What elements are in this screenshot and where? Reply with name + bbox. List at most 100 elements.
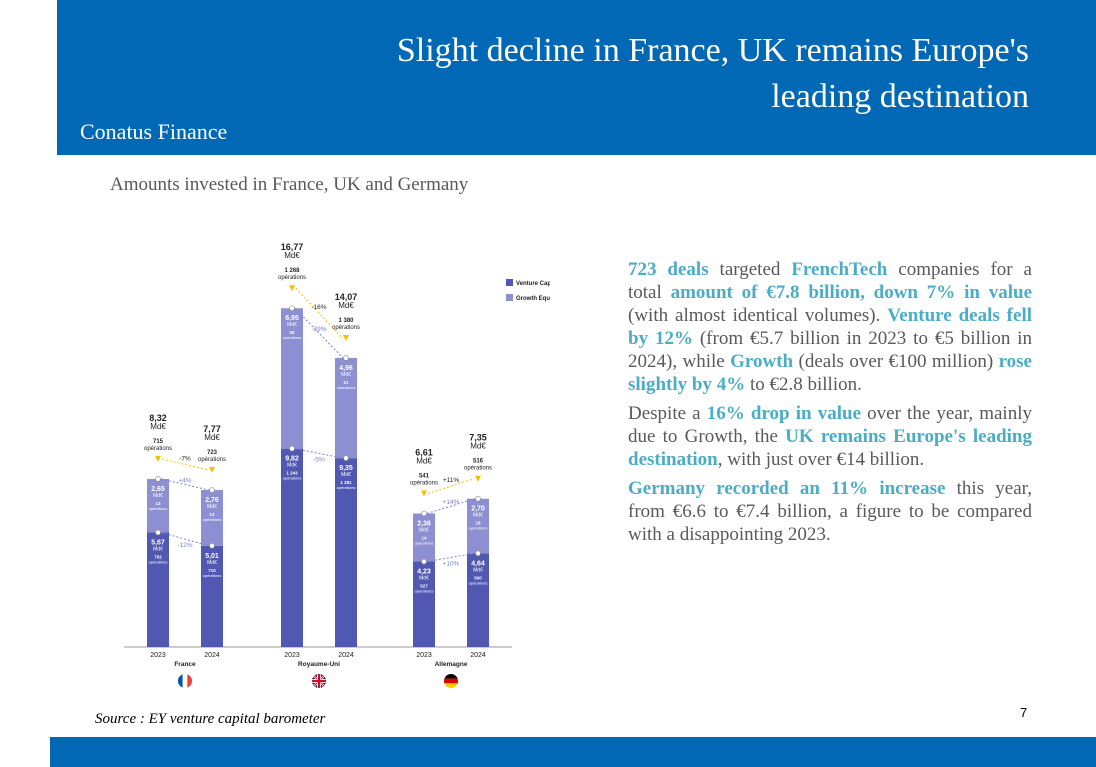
- ge-ops-unit-label: opérations: [469, 526, 488, 531]
- trend-marker: [155, 455, 161, 462]
- vc-change-line: [160, 531, 210, 547]
- growth-equity-bar: [147, 478, 169, 533]
- highlight-text: 16% drop in value: [706, 403, 862, 424]
- chart: Venture CapitalGrowth Equity5,67Md€702op…: [110, 205, 550, 700]
- ge-change-label: +14%: [443, 499, 460, 506]
- country-label: Allemagne: [435, 661, 468, 668]
- ge-ops-label: 14: [421, 535, 427, 540]
- venture-capital-bar: [281, 448, 303, 647]
- ge-unit-label: Md€: [287, 322, 297, 328]
- highlight-text: amount of €7.8 billion, down 7% in value: [670, 282, 1032, 303]
- ge-change-line: [294, 307, 344, 359]
- vc-ops-unit-label: opérations: [337, 485, 356, 490]
- vc-ops-label: 710: [208, 568, 216, 573]
- ge-value-label: 6,95: [285, 315, 299, 322]
- total-ops-unit-label: opérations: [144, 446, 172, 452]
- vc-unit-label: Md€: [153, 546, 163, 552]
- highlight-text: FrenchTech: [791, 259, 888, 280]
- ge-change-label: +4%: [178, 477, 191, 484]
- company-name: Conatus Finance: [80, 119, 228, 144]
- vc-ops-unit-label: opérations: [283, 476, 302, 481]
- vc-ops-unit-label: opérations: [149, 559, 168, 564]
- trend-marker: [343, 334, 349, 341]
- slide-title: Slight decline in France, UK remains Eur…: [396, 32, 1029, 115]
- body-text: companies for a total: [628, 259, 1032, 303]
- vc-ops-label: 527: [420, 584, 428, 589]
- total-unit-label: Md€: [150, 422, 166, 431]
- vc-unit-label: Md€: [341, 472, 351, 478]
- total-ops-label: 715: [153, 439, 164, 445]
- ge-unit-label: Md€: [207, 504, 217, 510]
- vc-ops-unit-label: opérations: [203, 573, 222, 578]
- total-unit-label: Md€: [284, 251, 300, 260]
- country-label: Royaume-Uni: [298, 661, 340, 668]
- vc-change-label: -12%: [177, 542, 192, 549]
- vc-value-label: 9,82: [285, 456, 299, 463]
- vc-change-label: +10%: [443, 560, 460, 567]
- ge-ops-unit-label: opérations: [337, 385, 356, 390]
- highlight-text: Germany recorded an 11% increase: [628, 478, 946, 499]
- body-text: , with just over €14 billion.: [717, 449, 925, 470]
- ge-value-label: 2,70: [471, 506, 485, 513]
- vc-top-dot: [421, 558, 427, 565]
- total-value-label: 16,77: [281, 242, 304, 252]
- ge-ops-unit-label: opérations: [149, 506, 168, 511]
- vc-unit-label: Md€: [473, 567, 483, 573]
- ge-change-label: -29%: [311, 326, 326, 333]
- ge-unit-label: Md€: [419, 527, 429, 533]
- year-tick-label: 2024: [470, 652, 486, 659]
- footer-banner: [50, 737, 1096, 767]
- ge-top-dot: [289, 305, 295, 312]
- ge-ops-unit-label: opérations: [415, 540, 434, 545]
- trend-marker: [475, 475, 481, 482]
- venture-capital-bar: [201, 545, 223, 647]
- growth-equity-bar: [413, 513, 435, 562]
- ge-top-dot: [475, 495, 481, 502]
- total-trend-line: [427, 478, 475, 494]
- vc-ops-label: 1 281: [340, 480, 352, 485]
- highlight-text: Growth: [730, 351, 794, 372]
- ge-unit-label: Md€: [473, 513, 483, 519]
- total-ops-label: 1 380: [338, 318, 354, 324]
- total-ops-unit-label: opérations: [410, 480, 438, 486]
- total-value-label: 7,77: [203, 424, 221, 434]
- growth-equity-bar: [201, 490, 223, 546]
- legend-swatch-venture: [506, 279, 513, 286]
- total-value-label: 6,61: [415, 447, 433, 457]
- total-ops-unit-label: opérations: [332, 325, 360, 331]
- total-value-label: 7,35: [469, 433, 487, 443]
- body-text: this year, from €6.6 to €7.4 billion, a …: [628, 478, 1032, 545]
- country-label: France: [174, 661, 196, 668]
- total-unit-label: Md€: [416, 456, 432, 465]
- total-ops-label: 1 268: [284, 268, 300, 274]
- header-banner: Slight decline in France, UK remains Eur…: [57, 0, 1096, 155]
- body-text: to €2.8 billion.: [745, 374, 862, 395]
- commentary-text: 723 deals targeted FrenchTech companies …: [628, 258, 1032, 552]
- ge-value-label: 4,96: [339, 365, 353, 372]
- ge-ops-label: 21: [343, 380, 349, 385]
- source-note: Source : EY venture capital barometer: [95, 711, 326, 727]
- total-change-label: +11%: [443, 477, 460, 484]
- vc-ops-label: 500: [474, 575, 482, 580]
- total-unit-label: Md€: [470, 442, 486, 451]
- highlight-text: 723 deals: [628, 259, 709, 280]
- vc-ops-label: 702: [154, 554, 162, 559]
- trend-marker: [209, 467, 215, 474]
- stacked-bar-chart: Venture CapitalGrowth Equity5,67Md€702op…: [124, 242, 550, 688]
- ge-top-dot: [155, 476, 161, 482]
- ge-ops-unit-label: opérations: [203, 517, 222, 522]
- vc-top-dot: [155, 529, 161, 536]
- paragraph-2: Despite a 16% drop in value over the yea…: [628, 402, 1032, 471]
- vc-ops-unit-label: opérations: [469, 580, 488, 585]
- total-ops-unit-label: opérations: [278, 275, 306, 281]
- total-ops-label: 516: [473, 459, 484, 465]
- ge-value-label: 2,76: [205, 497, 219, 504]
- ge-top-dot: [343, 355, 349, 361]
- ge-top-dot: [421, 510, 427, 517]
- total-ops-label: 723: [207, 450, 218, 456]
- vc-top-dot: [209, 542, 215, 549]
- total-change-label: -16%: [311, 304, 326, 311]
- ge-unit-label: Md€: [153, 493, 163, 499]
- vc-ops-label: 1 243: [286, 471, 298, 476]
- year-tick-label: 2023: [416, 652, 432, 659]
